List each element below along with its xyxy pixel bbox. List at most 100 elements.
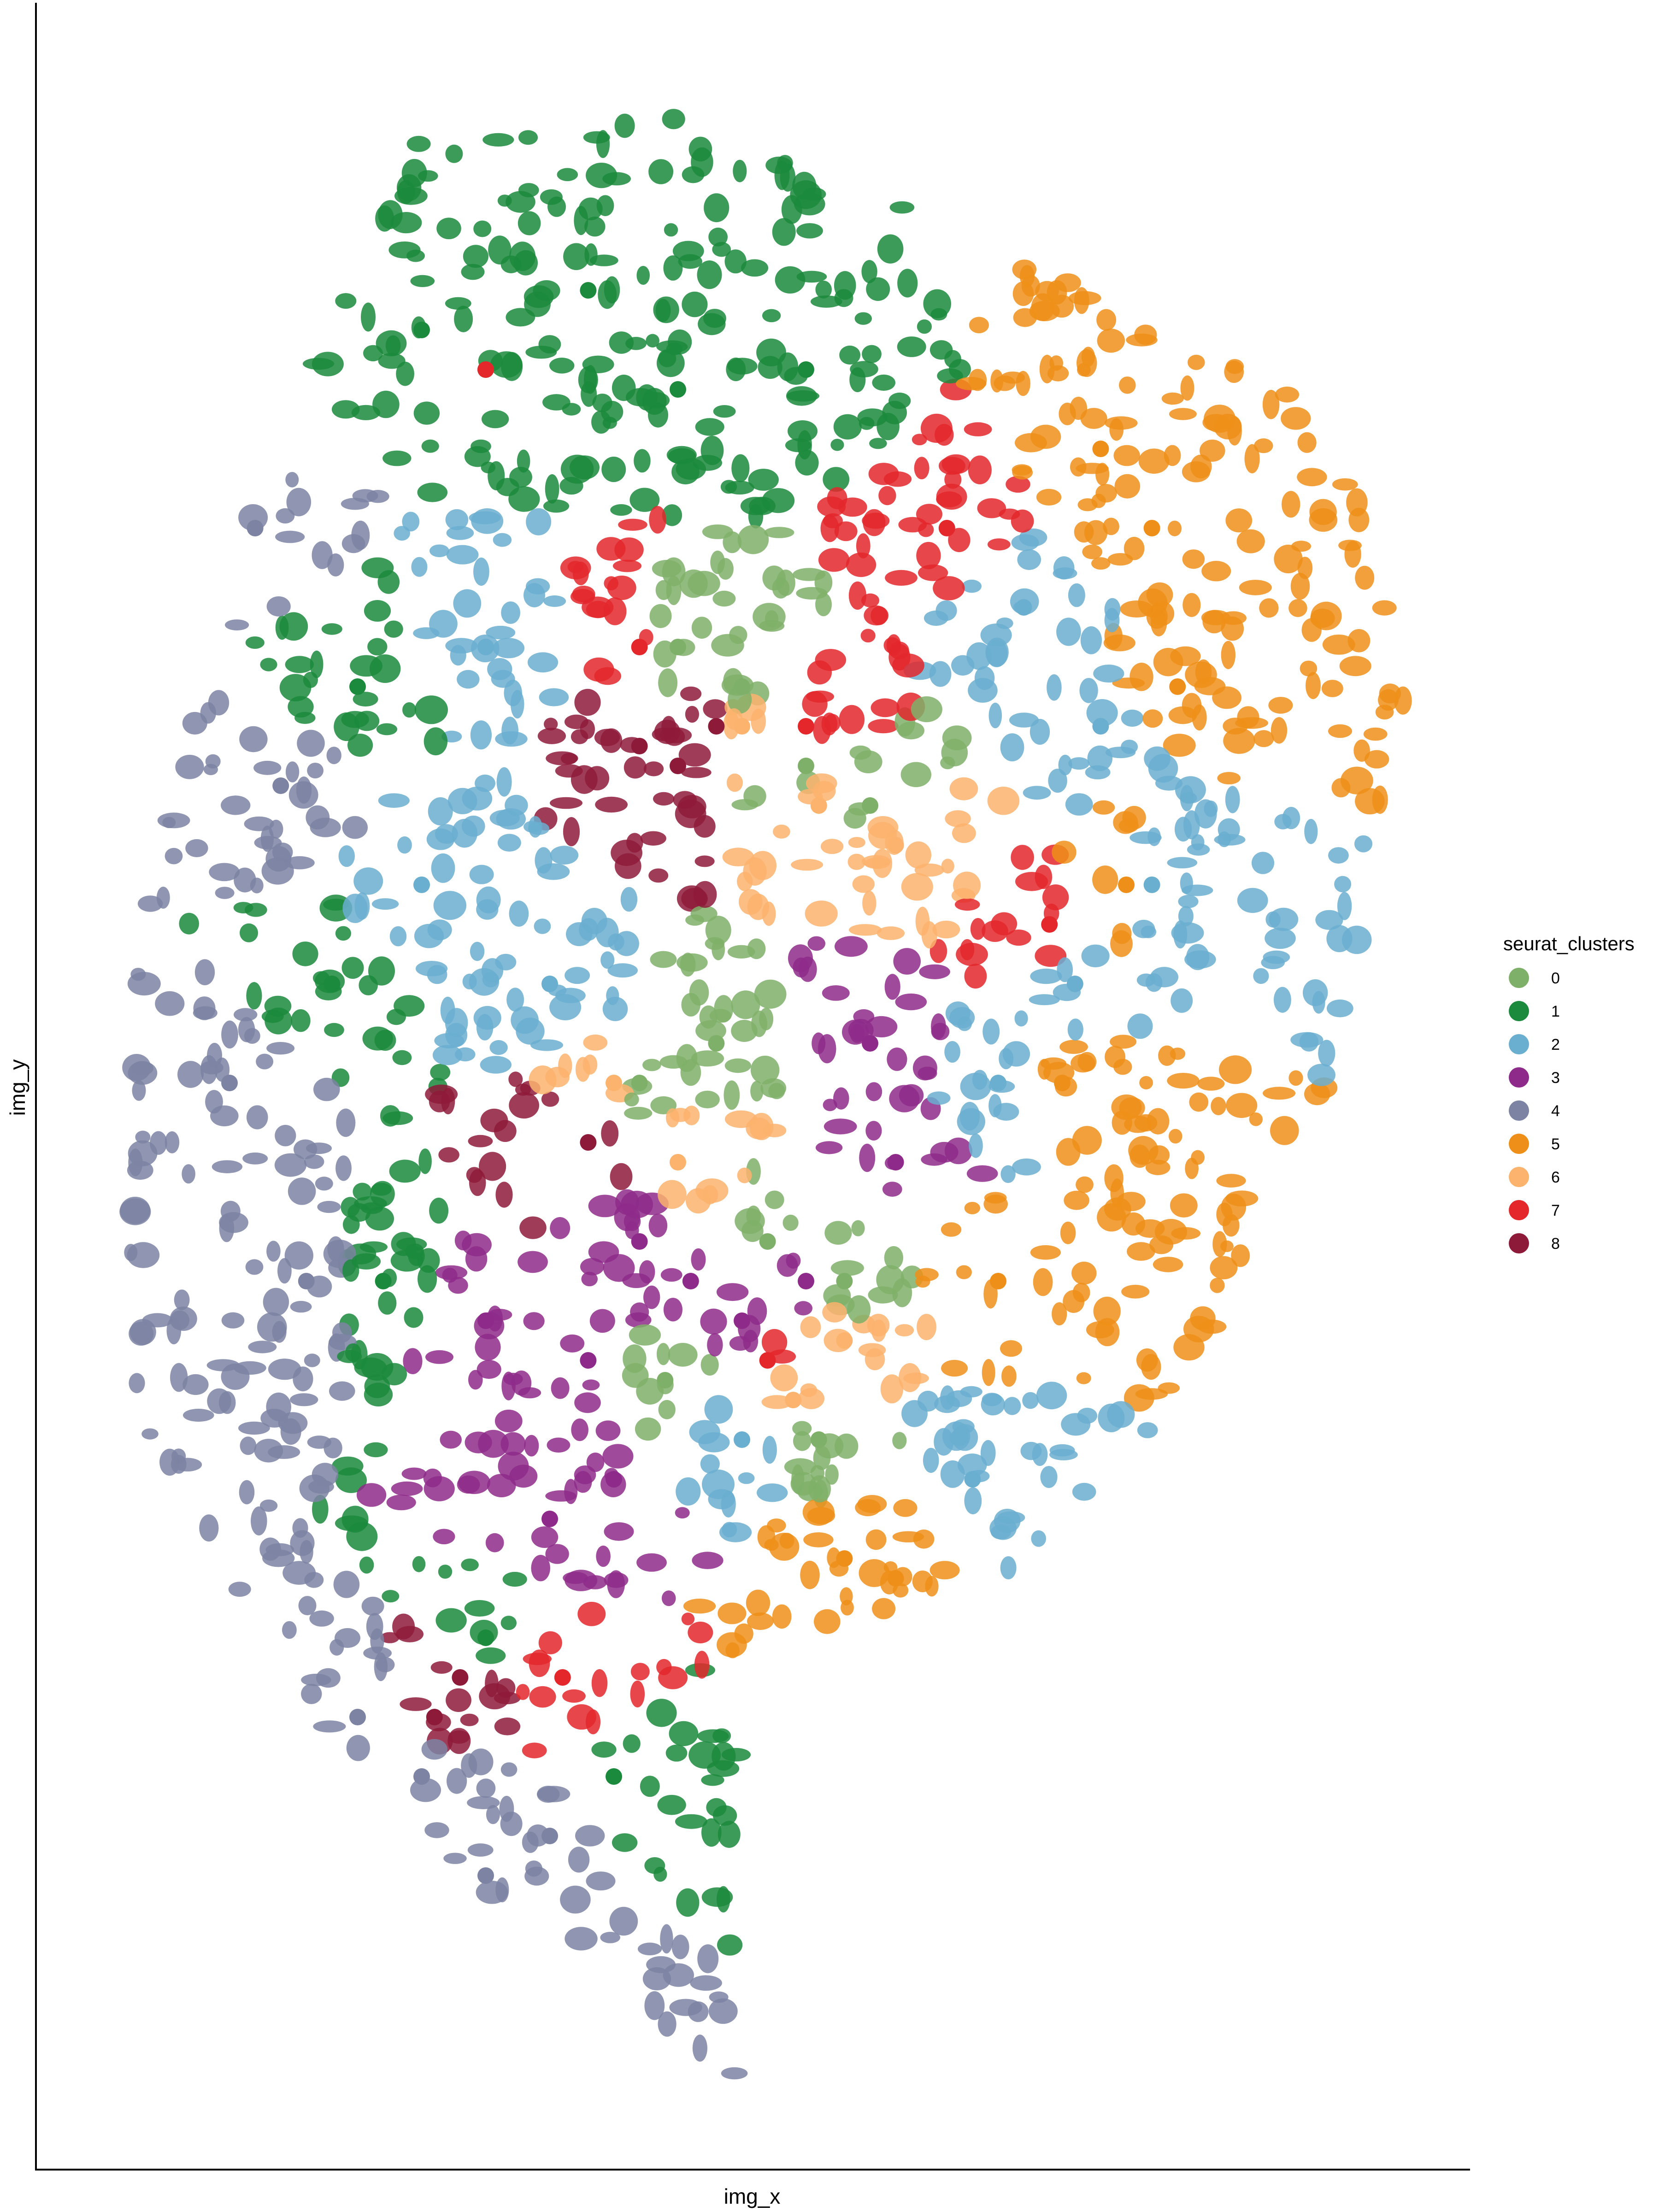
tissue-blob [1339,656,1371,677]
tissue-blob [382,1590,400,1603]
tissue-blob [1190,1306,1216,1330]
tissue-blob [351,1253,381,1270]
tissue-blob [324,1437,342,1459]
tissue-blob [810,295,842,308]
tissue-blob [359,1556,374,1574]
tissue-blob [1030,968,1062,984]
legend-key-6 [1509,1167,1529,1187]
tissue-blob [927,1091,951,1105]
tissue-blob [707,1333,723,1357]
tissue-blob [493,533,512,547]
tissue-blob [668,1343,698,1367]
tissue-blob [538,1631,562,1654]
tissue-blob [571,729,588,744]
tissue-blob [643,761,664,777]
tissue-blob [952,823,976,843]
point-cluster-2 [1092,718,1109,735]
tissue-blob [533,280,560,301]
point-cluster-2 [990,1075,1006,1091]
tissue-blob [1082,544,1103,559]
tissue-blob [356,1483,387,1507]
tissue-blob [680,686,702,701]
tissue-blob [1344,541,1361,568]
tissue-blob [182,712,207,735]
tissue-blob [285,761,300,782]
tissue-blob [1306,672,1321,699]
tissue-blob [1120,600,1153,618]
tissue-blob [1091,494,1106,508]
tissue-blob [713,405,736,418]
tissue-blob [772,218,796,246]
tissue-blob [761,1329,788,1356]
tissue-blob [818,548,850,572]
tissue-blob [1138,448,1170,474]
tissue-blob [1304,819,1318,844]
tissue-blob [376,1657,395,1672]
tissue-blob [562,1689,586,1703]
tissue-blob [782,1214,799,1231]
tissue-blob [266,1241,281,1262]
tissue-blob [1033,1268,1053,1296]
tissue-blob [918,1390,939,1412]
tissue-blob [964,1487,982,1514]
tissue-blob [1141,925,1157,938]
tissue-blob [183,1408,214,1422]
tissue-blob [313,1077,340,1101]
tissue-blob [1273,987,1291,1013]
tissue-blob [835,936,868,957]
tissue-blob [274,1153,307,1177]
tissue-blob [179,912,200,935]
tissue-blob [806,773,837,794]
legend-key-4 [1509,1100,1529,1121]
tissue-blob [941,1222,962,1237]
tissue-blob [417,1248,440,1273]
tissue-blob [839,345,860,365]
tissue-blob [746,1589,771,1616]
tissue-blob [1263,1087,1296,1100]
tissue-blob [697,1729,729,1743]
tissue-blob [1110,1035,1137,1049]
tissue-blob [1097,329,1125,353]
tissue-blob [282,1621,297,1639]
legend-key-8 [1509,1233,1529,1253]
point-cluster-0 [810,1431,827,1448]
tissue-blob [823,1284,851,1307]
tissue-blob [1182,549,1205,569]
tissue-blob [1048,769,1067,793]
point-cluster-1 [375,1273,392,1289]
point-cluster-5 [887,1570,904,1587]
tissue-blob [690,1975,722,1991]
tissue-blob [724,1058,752,1073]
tissue-blob [964,964,987,989]
tissue-blob [285,472,299,488]
legend-label-6: 6 [1551,1169,1560,1186]
tissue-blob [1076,1372,1091,1384]
tissue-blob [793,1431,812,1451]
tissue-blob [239,1480,255,1505]
tissue-blob [1253,968,1269,984]
tissue-blob [508,486,540,512]
point-cluster-4 [272,777,289,794]
tissue-blob [1167,1073,1200,1089]
tissue-blob [892,653,924,678]
tissue-blob [284,856,315,870]
tissue-blob [712,939,725,960]
tissue-blob [685,706,699,723]
tissue-blob [582,1379,600,1391]
tissue-blob [591,1669,608,1697]
tissue-blob [1095,1318,1120,1347]
tissue-blob [914,457,930,480]
legend: seurat_clusters 0 1 2 3 4 5 6 7 8 [1503,933,1635,1253]
tissue-blob [600,1932,620,1943]
tissue-blob [737,1167,752,1183]
tissue-blob [575,1825,605,1847]
tissue-blob [1136,1348,1158,1372]
tissue-blob [303,671,318,688]
tissue-blob [1225,508,1253,533]
point-cluster-8 [452,1669,469,1686]
tissue-blob [502,1571,527,1587]
tissue-blob [245,636,265,649]
tissue-blob [588,1194,622,1218]
tissue-blob [1127,1013,1153,1039]
point-cluster-3 [541,1511,558,1527]
